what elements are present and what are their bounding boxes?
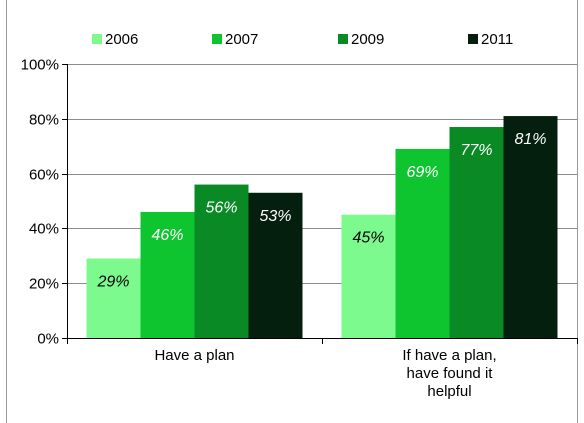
category-labels: Have a plan If have a plan, have found it h…: [154, 347, 496, 400]
legend-label: 2011: [481, 31, 513, 48]
y-tick-label: 100%: [21, 57, 59, 74]
bar-2011-1: [503, 116, 558, 338]
legend-swatch: [338, 34, 348, 44]
bar-2011-0: [248, 192, 303, 338]
category-label: Have a plan: [154, 347, 234, 364]
y-tick-label: 60%: [29, 167, 59, 184]
legend: 2006 2007 2009 2011: [92, 31, 513, 48]
bar-2006-0: [86, 258, 141, 338]
data-label: 69%: [406, 164, 438, 181]
bar-2009-0: [194, 184, 249, 338]
data-label: 81%: [514, 131, 546, 148]
legend-label: 2006: [105, 31, 138, 48]
data-label: 45%: [352, 230, 384, 247]
legend-swatch: [212, 34, 222, 44]
legend-item-2011: 2011: [468, 31, 513, 48]
data-labels: 29% 45% 46% 69% 56% 77% 53% 81%: [96, 131, 546, 290]
legend-item-2009: 2009: [338, 31, 384, 48]
legend-swatch: [468, 34, 478, 44]
y-tick-label: 80%: [29, 112, 59, 129]
bar-2007-0: [140, 211, 195, 338]
data-label: 77%: [460, 142, 492, 159]
data-label: 29%: [96, 274, 129, 291]
y-tick-label: 40%: [29, 221, 59, 238]
chart-frame: [6, 0, 578, 423]
legend-label: 2009: [351, 31, 384, 48]
y-tick-label: 0%: [37, 331, 59, 348]
y-tick-label: 20%: [29, 276, 59, 293]
bar-2009-1: [449, 127, 504, 339]
legend-swatch: [92, 34, 102, 44]
bar-2006-1: [341, 214, 396, 338]
legend-item-2006: 2006: [92, 31, 138, 48]
y-tick-labels: 0% 20% 40% 60% 80% 100%: [21, 57, 59, 348]
bars: [86, 116, 558, 339]
bar-2007-1: [395, 148, 450, 338]
axes: [62, 64, 578, 344]
category-label: If have a plan, have found it helpful: [402, 347, 496, 400]
data-label: 46%: [151, 227, 183, 244]
legend-item-2007: 2007: [212, 31, 258, 48]
data-label: 53%: [259, 208, 291, 225]
legend-label: 2007: [225, 31, 258, 48]
data-label: 56%: [205, 200, 237, 217]
